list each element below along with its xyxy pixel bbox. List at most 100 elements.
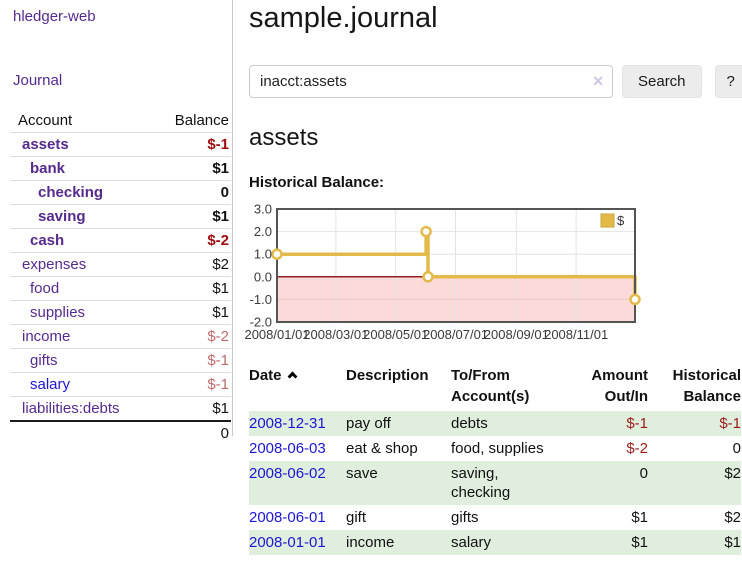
sort-ascending-icon	[287, 371, 297, 382]
account-link[interactable]: cash	[30, 232, 65, 249]
transaction-date-link[interactable]: 2008-06-02	[249, 465, 326, 482]
transactions-header-row: Date Description To/From Account(s) Amou…	[249, 363, 741, 411]
legend-swatch	[600, 213, 615, 228]
column-header-description: Description	[346, 367, 429, 384]
search-input[interactable]	[249, 65, 613, 98]
account-row: saving $1	[10, 204, 231, 229]
transaction-date-link[interactable]: 2008-06-03	[249, 440, 326, 457]
column-header-date[interactable]: Date	[249, 363, 346, 411]
account-balance: $2	[142, 252, 231, 277]
svg-text:3.0: 3.0	[254, 202, 272, 217]
accounts-table-header: Account Balance	[10, 110, 231, 133]
account-row: gifts $-1	[10, 348, 231, 373]
account-link[interactable]: food	[30, 280, 60, 297]
account-balance: $1	[142, 276, 231, 301]
sidebar: hledger-web Journal Account Balance asse…	[0, 0, 233, 445]
account-balance: $-1	[142, 348, 231, 373]
account-balance: $-2	[142, 228, 231, 253]
account-link[interactable]: bank	[30, 160, 66, 177]
main-content: sample.journal ✕ Search ? assets Histori…	[244, 0, 742, 555]
account-row: liabilities:debts $1	[10, 396, 231, 421]
account-row: food $1	[10, 276, 231, 301]
transaction-historical-balance: $2	[648, 461, 741, 505]
svg-text:-2.0: -2.0	[250, 315, 272, 330]
account-balance: $1	[142, 396, 231, 421]
transaction-description: income	[346, 530, 451, 555]
transaction-historical-balance: $2	[724, 509, 741, 526]
transaction-amount: $1	[561, 530, 648, 555]
help-button[interactable]: ?	[714, 65, 742, 98]
column-header-tofrom-accounts: To/From Account(s)	[451, 367, 530, 405]
app-title-link[interactable]: hledger-web	[13, 8, 96, 25]
account-balance: $-2	[142, 324, 231, 349]
transaction-row: 2008-12-31 pay off debts $-1 $-1	[249, 411, 741, 436]
account-link[interactable]: liabilities:debts	[22, 400, 120, 417]
svg-text:2.0: 2.0	[254, 224, 272, 239]
transaction-accounts: salary	[451, 530, 561, 555]
transaction-amount: $1	[631, 509, 648, 526]
transaction-amount: $-1	[561, 411, 648, 436]
transaction-description: save	[346, 461, 451, 505]
account-row: cash $-2	[10, 228, 231, 253]
svg-text:2008/03/01: 2008/03/01	[303, 327, 368, 342]
account-row: supplies $1	[10, 300, 231, 325]
account-balance: $1	[142, 156, 231, 181]
transaction-accounts: saving, checking	[451, 461, 561, 505]
account-link[interactable]: supplies	[30, 304, 86, 321]
account-row: assets $-1	[10, 132, 231, 157]
accounts-table: Account Balance assets $-1 bank $1 checkin…	[10, 110, 231, 445]
svg-text:2008/07/01: 2008/07/01	[423, 327, 488, 342]
account-row: expenses $2	[10, 252, 231, 277]
account-balance: $-1	[142, 132, 231, 157]
account-balance: $1	[142, 300, 231, 325]
account-link[interactable]: expenses	[22, 256, 87, 273]
transaction-row: 2008-06-02 save saving, checking 0 $2	[249, 461, 741, 505]
transaction-row: 2008-06-01 gift gifts $1 $2	[249, 505, 741, 530]
accounts-total: 0	[142, 420, 231, 445]
account-row: salary $-1	[10, 372, 231, 397]
app-title: hledger-web	[13, 8, 232, 25]
transaction-row: 2008-06-03 eat & shop food, supplies $-2…	[249, 436, 741, 461]
page-title: sample.journal	[249, 2, 438, 34]
transaction-date-link[interactable]: 2008-06-01	[249, 509, 326, 526]
account-row: income $-2	[10, 324, 231, 349]
account-link[interactable]: gifts	[30, 352, 58, 369]
account-link[interactable]: salary	[30, 376, 71, 393]
transaction-accounts: food, supplies	[451, 440, 544, 457]
svg-text:-1.0: -1.0	[250, 292, 272, 307]
accounts-header-balance: Balance	[174, 112, 229, 129]
transactions-table: Date Description To/From Account(s) Amou…	[249, 363, 741, 555]
nav-journal-link[interactable]: Journal	[13, 72, 63, 89]
account-link[interactable]: saving	[38, 208, 86, 225]
transaction-date-link[interactable]: 2008-12-31	[249, 415, 326, 432]
search-bar: ✕ Search ?	[249, 65, 742, 98]
transaction-historical-balance: $-1	[648, 411, 741, 436]
svg-text:2008/01/01: 2008/01/01	[244, 327, 309, 342]
account-balance: 0	[142, 180, 231, 205]
svg-text:2008/09/01: 2008/09/01	[484, 327, 549, 342]
column-header-historical-balance: Historical Balance	[672, 367, 741, 405]
svg-text:0.0: 0.0	[254, 269, 272, 284]
historical-balance-chart: $3.0 2.0 1.0 0.0 -1.0 -2.02008/01/012008/03/0…	[244, 202, 641, 342]
search-button[interactable]: Search	[622, 65, 702, 98]
transaction-date-link[interactable]: 2008-01-01	[249, 534, 326, 551]
transaction-historical-balance: $1	[648, 530, 741, 555]
chart-label: Historical Balance:	[249, 174, 385, 191]
account-link[interactable]: income	[22, 328, 71, 345]
legend-label: $	[617, 213, 625, 228]
transaction-accounts: gifts	[451, 509, 479, 526]
accounts-total-row: 0	[10, 420, 231, 445]
column-header-amount: Amount Out/In	[591, 367, 648, 405]
account-link[interactable]: assets	[22, 136, 69, 153]
transaction-amount: 0	[561, 461, 648, 505]
transaction-description: eat & shop	[346, 440, 418, 457]
transaction-historical-balance: 0	[732, 440, 741, 457]
svg-text:1.0: 1.0	[254, 247, 272, 262]
account-row: checking 0	[10, 180, 231, 205]
account-balance: $-1	[142, 372, 231, 397]
account-link[interactable]: checking	[38, 184, 104, 201]
svg-text:2008/11/01: 2008/11/01	[544, 327, 608, 342]
clear-search-icon[interactable]: ✕	[592, 73, 604, 89]
svg-text:2008/05/01: 2008/05/01	[363, 327, 428, 342]
transaction-description: pay off	[346, 411, 451, 436]
